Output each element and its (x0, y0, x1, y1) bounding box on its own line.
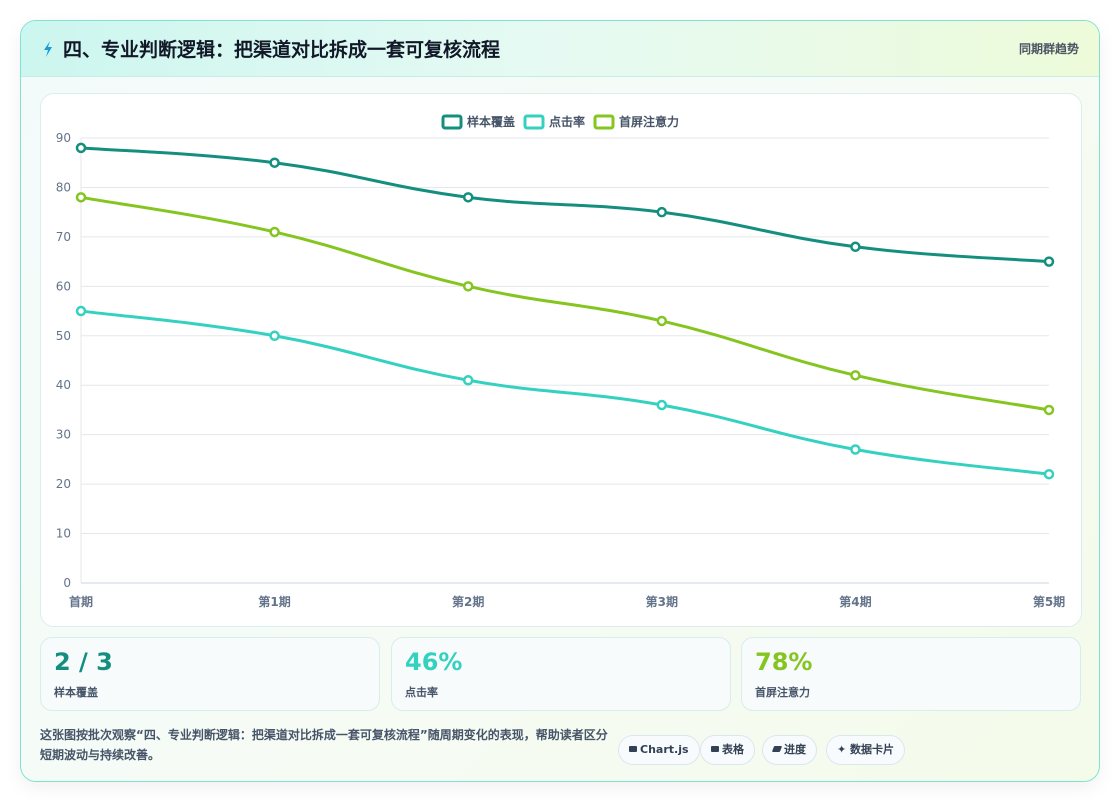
legend-swatch (441, 114, 463, 130)
legend-label: 样本覆盖 (467, 114, 515, 129)
data-point (656, 206, 668, 218)
stat-cards: 2 / 3 样本覆盖 46% 点击率 78% 首屏注意力 (40, 637, 1082, 711)
card-header: 四、专业判断逻辑：把渠道对比拆成一套可复核流程 同期群趋势 (21, 21, 1099, 77)
x-tick-label: 首期 (69, 594, 93, 609)
data-point (850, 444, 861, 455)
y-tick-label: 70 (56, 230, 71, 244)
y-tick-label: 0 (63, 576, 71, 590)
table-icon (629, 746, 637, 752)
data-point (1043, 468, 1055, 480)
chip-label: Chart.js (640, 743, 689, 756)
x-tick-label: 第4期 (839, 594, 871, 609)
series-line (80, 146, 1050, 264)
data-point (269, 330, 280, 342)
chip-label: 进度 (784, 743, 806, 756)
y-tick-label: 50 (56, 329, 71, 343)
x-tick-label: 第2期 (452, 594, 484, 609)
data-point (656, 399, 668, 411)
x-tick-label: 第5期 (1033, 594, 1065, 609)
data-point (75, 142, 87, 154)
stat-card-ctr: 46% 点击率 (391, 637, 731, 711)
stat-value: 46% (405, 648, 463, 676)
stat-label: 样本覆盖 (54, 686, 98, 699)
data-point (850, 370, 861, 381)
y-tick-label: 90 (56, 131, 71, 145)
data-point (269, 226, 280, 238)
y-tick-label: 30 (56, 428, 71, 442)
legend-label: 首屏注意力 (619, 114, 679, 129)
chart-card: 四、专业判断逻辑：把渠道对比拆成一套可复核流程 同期群趋势 0 10 20 30 40 5… (20, 20, 1100, 782)
data-point (75, 192, 87, 203)
y-tick-label: 10 (56, 527, 71, 541)
data-point (1043, 404, 1055, 416)
chart-description: 这张图按批次观察“四、专业判断逻辑：把渠道对比拆成一套可复核流程”随周期变化的表… (40, 728, 608, 762)
chip-label: 表格 (722, 743, 744, 756)
data-point (656, 315, 668, 327)
legend-swatch (593, 114, 615, 130)
x-tick-label: 第1期 (258, 594, 290, 609)
series-line (80, 195, 1050, 412)
stat-label: 首屏注意力 (755, 686, 810, 699)
chip-progress[interactable]: 进度 (762, 735, 817, 765)
data-point (1043, 256, 1055, 267)
line-chart: 0 10 20 30 40 50 60 70 80 90 首期 第1期 第2期 第3期 第4期 第5期 样本覆盖… (56, 114, 1065, 609)
progress-icon (771, 746, 783, 752)
grid-icon (711, 746, 719, 752)
stat-value: 78% (755, 648, 813, 676)
chart-container: 0 10 20 30 40 50 60 70 80 90 首期 第1期 第2期 第3期 第4期 第5期 样本覆盖… (40, 93, 1082, 627)
stat-card-attention: 78% 首屏注意力 (741, 637, 1081, 711)
cohort-trend-link[interactable]: 同期群趋势 (1018, 42, 1079, 56)
legend-swatch (523, 114, 545, 130)
data-point (850, 241, 861, 253)
stat-value: 2 / 3 (54, 648, 113, 676)
y-tick-label: 20 (56, 477, 71, 491)
legend-label: 点击率 (549, 114, 585, 129)
sparkle-icon: ✦ (837, 743, 851, 756)
y-tick-label: 60 (56, 279, 71, 293)
chip-chartjs[interactable]: Chart.js (618, 735, 700, 765)
data-point (75, 305, 87, 317)
y-tick-label: 80 (56, 180, 71, 194)
data-point (462, 281, 474, 292)
chip-label: 数据卡片 (850, 743, 895, 756)
data-point (462, 192, 474, 203)
lightning-icon (44, 41, 52, 57)
chip-table[interactable]: 表格 (700, 735, 755, 765)
series-line (80, 309, 1050, 476)
chip-data-card[interactable]: ✦ 数据卡片 (826, 735, 906, 765)
x-tick-label: 第3期 (646, 594, 678, 609)
data-point (462, 375, 474, 386)
y-tick-label: 40 (56, 378, 71, 392)
stat-card-coverage: 2 / 3 样本覆盖 (40, 637, 380, 711)
page-title: 四、专业判断逻辑：把渠道对比拆成一套可复核流程 (63, 39, 501, 61)
data-point (269, 157, 280, 168)
stat-label: 点击率 (405, 686, 438, 699)
